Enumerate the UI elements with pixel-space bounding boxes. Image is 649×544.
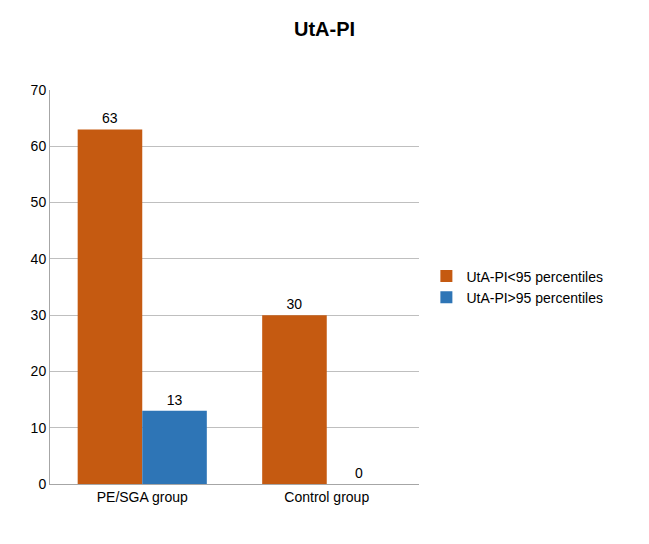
svg-text:13: 13 xyxy=(167,392,183,408)
svg-text:30: 30 xyxy=(31,307,47,323)
svg-text:0: 0 xyxy=(38,476,46,492)
svg-text:20: 20 xyxy=(31,363,47,379)
svg-text:UtA-PI>95 percentiles: UtA-PI>95 percentiles xyxy=(466,290,603,306)
svg-text:PE/SGA group: PE/SGA group xyxy=(97,489,188,505)
svg-text:70: 70 xyxy=(31,82,47,98)
svg-text:30: 30 xyxy=(287,296,303,312)
svg-text:10: 10 xyxy=(31,420,47,436)
svg-text:UtA-PI<95 percentiles: UtA-PI<95 percentiles xyxy=(466,269,603,285)
svg-text:50: 50 xyxy=(31,194,47,210)
svg-text:Control group: Control group xyxy=(284,489,369,505)
svg-text:60: 60 xyxy=(31,138,47,154)
svg-text:63: 63 xyxy=(102,110,118,126)
svg-text:40: 40 xyxy=(31,251,47,267)
svg-text:0: 0 xyxy=(355,465,363,481)
svg-text:UtA-PI: UtA-PI xyxy=(294,18,355,40)
